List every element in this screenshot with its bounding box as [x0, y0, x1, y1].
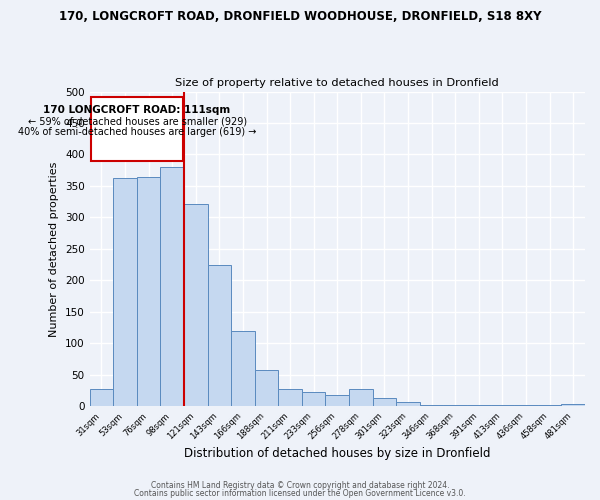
- Bar: [208, 264, 231, 406]
- Bar: [443, 405, 467, 406]
- Y-axis label: Number of detached properties: Number of detached properties: [49, 161, 59, 336]
- Bar: [420, 405, 443, 406]
- Bar: [467, 405, 491, 406]
- Bar: [231, 330, 255, 406]
- Text: Contains public sector information licensed under the Open Government Licence v3: Contains public sector information licen…: [134, 488, 466, 498]
- Title: Size of property relative to detached houses in Dronfield: Size of property relative to detached ho…: [175, 78, 499, 88]
- Bar: [89, 389, 113, 406]
- Bar: [538, 405, 562, 406]
- Bar: [373, 398, 396, 406]
- Bar: [113, 178, 137, 406]
- Text: 170, LONGCROFT ROAD, DRONFIELD WOODHOUSE, DRONFIELD, S18 8XY: 170, LONGCROFT ROAD, DRONFIELD WOODHOUSE…: [59, 10, 541, 23]
- Bar: [349, 389, 373, 406]
- Bar: [255, 370, 278, 406]
- Bar: [184, 204, 208, 406]
- FancyBboxPatch shape: [91, 96, 184, 161]
- Bar: [562, 404, 585, 406]
- Bar: [278, 389, 302, 406]
- Bar: [160, 167, 184, 406]
- X-axis label: Distribution of detached houses by size in Dronfield: Distribution of detached houses by size …: [184, 447, 491, 460]
- Text: Contains HM Land Registry data © Crown copyright and database right 2024.: Contains HM Land Registry data © Crown c…: [151, 481, 449, 490]
- Text: 170 LONGCROFT ROAD: 111sqm: 170 LONGCROFT ROAD: 111sqm: [43, 106, 231, 116]
- Bar: [396, 402, 420, 406]
- Text: 40% of semi-detached houses are larger (619) →: 40% of semi-detached houses are larger (…: [18, 128, 256, 138]
- Bar: [137, 176, 160, 406]
- Bar: [514, 405, 538, 406]
- Bar: [302, 392, 325, 406]
- Bar: [325, 395, 349, 406]
- Text: ← 59% of detached houses are smaller (929): ← 59% of detached houses are smaller (92…: [28, 116, 247, 126]
- Bar: [491, 405, 514, 406]
